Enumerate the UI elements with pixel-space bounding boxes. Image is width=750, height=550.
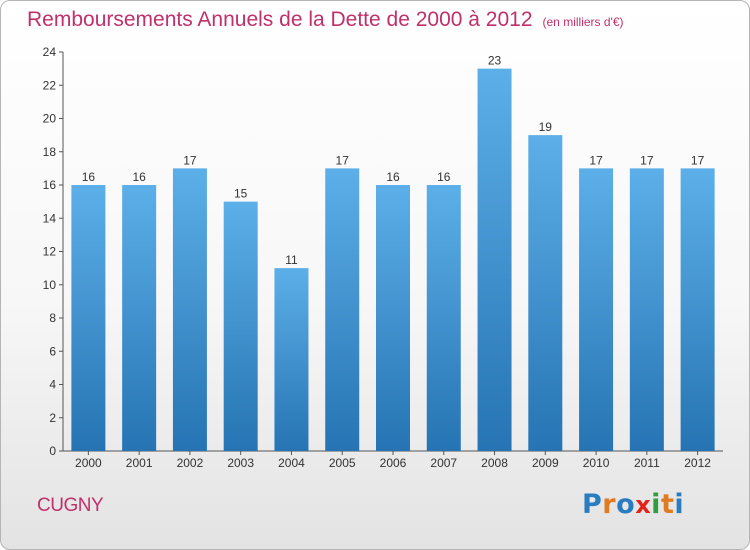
chart-title: Remboursements Annuels de la Dette de 20… — [27, 8, 624, 32]
bar — [477, 68, 512, 451]
y-tick-label: 20 — [43, 112, 57, 126]
x-tick-label: 2009 — [532, 456, 559, 470]
y-tick-label: 2 — [49, 411, 56, 425]
bar — [122, 185, 157, 451]
logo-letter: r — [602, 489, 617, 520]
y-tick-label: 16 — [43, 178, 57, 192]
x-tick-label: 2000 — [75, 456, 102, 470]
bar-value-label: 17 — [336, 153, 350, 167]
y-tick-label: 10 — [43, 278, 57, 292]
title-text: Remboursements Annuels de la Dette de 20… — [27, 8, 533, 31]
bar-value-label: 17 — [640, 153, 654, 167]
logo-letter: o — [616, 489, 636, 520]
y-tick-label: 18 — [43, 145, 57, 159]
logo-letter: i — [674, 489, 685, 520]
y-tick-label: 12 — [43, 245, 57, 259]
x-tick-label: 2001 — [126, 456, 153, 470]
bar — [426, 185, 461, 451]
bar-value-label: 19 — [539, 120, 553, 134]
logo-letter: P — [582, 489, 603, 520]
bar — [680, 168, 715, 451]
bar-value-label: 17 — [183, 153, 197, 167]
bar — [325, 168, 360, 451]
y-tick-label: 6 — [49, 344, 56, 358]
bar — [376, 185, 410, 451]
bar — [172, 168, 207, 451]
chart-subtitle: (en milliers d'€) — [542, 15, 624, 29]
bar — [223, 201, 258, 451]
x-tick-label: 2002 — [177, 456, 204, 470]
bar — [528, 135, 563, 451]
y-tick-label: 22 — [43, 78, 57, 92]
logo-letter: t — [660, 489, 675, 520]
x-tick-label: 2011 — [634, 456, 660, 470]
bar-value-label: 16 — [82, 170, 96, 184]
bar — [579, 168, 614, 451]
bars — [71, 68, 715, 451]
bar-value-label: 16 — [386, 170, 400, 184]
x-tick-label: 2004 — [278, 456, 305, 470]
y-tick-label: 14 — [43, 211, 57, 225]
bar-value-label: 11 — [285, 253, 298, 267]
bar — [274, 268, 309, 451]
x-tick-label: 2006 — [380, 456, 407, 470]
logo-letter: i — [651, 489, 661, 520]
x-tick-label: 2003 — [227, 456, 254, 470]
y-tick-label: 4 — [49, 378, 56, 392]
bar-value-label: 15 — [234, 187, 248, 201]
bar-value-label: 17 — [691, 153, 705, 167]
x-tick-label: 2010 — [583, 456, 610, 470]
x-tick-label: 2012 — [684, 456, 711, 470]
bar — [629, 168, 664, 451]
x-tick-label: 2007 — [430, 456, 457, 470]
data-labels: 16 16 17 15 11 17 16 16 23 19 17 17 17 — [82, 54, 705, 268]
bar-value-label: 16 — [132, 170, 146, 184]
city-name: CUGNY — [37, 495, 104, 516]
y-tick-label: 8 — [49, 311, 56, 325]
bar-value-label: 17 — [589, 153, 603, 167]
logo-letter: x — [635, 491, 652, 519]
x-tick-label: 2008 — [481, 456, 508, 470]
y-tick-label: 24 — [43, 45, 57, 59]
bar-value-label: 16 — [437, 170, 451, 184]
bar — [71, 185, 106, 451]
y-tick-label: 0 — [49, 444, 56, 458]
x-tick-label: 2005 — [329, 456, 356, 470]
proxiti-logo[interactable]: Proxiti — [582, 489, 684, 520]
bar-value-label: 23 — [488, 54, 502, 68]
